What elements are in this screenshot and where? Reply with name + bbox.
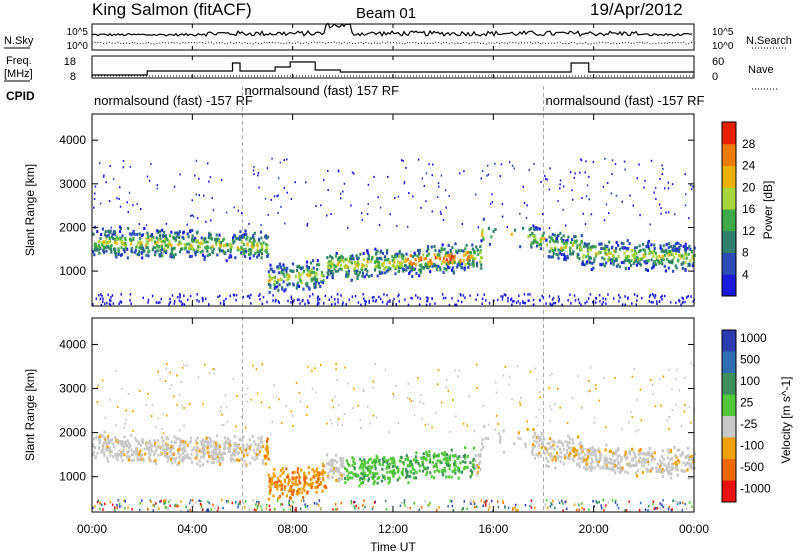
nave-bottom: 0: [712, 71, 718, 83]
y-tick-label: 1000: [59, 264, 86, 278]
colorbar-tick-label: 1000: [740, 331, 767, 345]
freq-top: 18: [64, 56, 76, 68]
station-title: King Salmon (fitACF): [92, 0, 252, 19]
noise-left-top: 10^5: [67, 27, 89, 38]
colorbar-swatch: [722, 480, 736, 503]
colorbar-swatch: [722, 252, 736, 275]
colorbar-tick-label: 4: [742, 267, 749, 281]
velocity-panel: 1000 2000 3000 4000 Slant Range [km] 1000 50…: [23, 317, 793, 513]
noise-right-top: 10^5: [712, 27, 734, 38]
colorbar-tick-label: 100: [740, 374, 760, 388]
time-tick-label: 12:00: [378, 522, 408, 536]
colorbar-swatch: [722, 230, 736, 253]
colorbar-swatch: [722, 373, 736, 395]
power-panel: 1000 2000 3000 4000 Slant Range [km] 4 8 12 16…: [23, 113, 775, 307]
velocity-ylabel: Slant Range [km]: [23, 369, 37, 461]
colorbar-swatch: [722, 330, 736, 352]
power-ylabel: Slant Range [km]: [23, 164, 37, 256]
nsearch-label: N.Search: [746, 35, 792, 47]
time-axis: 00:00 04:00 08:00 12:00 16:00 20:00 00:00: [77, 24, 709, 536]
freq-unit-label: [MHz]: [4, 68, 33, 80]
cpid-segment-label: normalsound (fast) -157 RF: [546, 93, 705, 108]
power-data: [92, 157, 696, 307]
colorbar-swatch: [722, 122, 736, 145]
colorbar-tick-label: 25: [740, 396, 754, 410]
power-colorbar-label: Power [dB]: [761, 181, 775, 240]
nave-top: 60: [712, 56, 724, 68]
cpid-segment-label: normalsound (fast) -157 RF: [94, 93, 253, 108]
beam-title: Beam 01: [356, 5, 416, 22]
time-tick-label: 08:00: [278, 522, 308, 536]
colorbar-swatch: [722, 187, 736, 210]
colorbar-swatch: [722, 143, 736, 166]
time-tick-label: 00:00: [77, 522, 107, 536]
cpid-segment-label: normalsound (fast) 157 RF: [245, 83, 400, 98]
noise-search-line: [91, 41, 693, 45]
time-axis-label: Time UT: [370, 540, 416, 554]
colorbar-tick-label: 12: [742, 224, 756, 238]
noise-left-bottom: 10^0: [67, 41, 89, 52]
noise-right-bottom: 10^0: [712, 41, 734, 52]
cpid-strip: CPID normalsound (fast) -157 RFnormalsou…: [6, 83, 705, 512]
colorbar-tick-label: -25: [740, 417, 758, 431]
freq-bottom: 8: [70, 71, 76, 83]
colorbar-swatch: [722, 209, 736, 232]
y-tick-label: 3000: [59, 382, 86, 396]
nave-label: Nave: [748, 64, 774, 76]
colorbar-tick-label: -1000: [740, 482, 771, 496]
y-tick-label: 2000: [59, 426, 86, 440]
frequency-line: [92, 61, 694, 76]
time-tick-label: 20:00: [579, 522, 609, 536]
y-tick-label: 2000: [59, 220, 86, 234]
y-tick-label: 4000: [59, 133, 86, 147]
colorbar-tick-label: 500: [740, 353, 760, 367]
colorbar-swatch: [722, 274, 736, 297]
colorbar-tick-label: 16: [742, 202, 756, 216]
y-tick-label: 4000: [59, 337, 86, 351]
colorbar-tick-label: 20: [742, 180, 756, 194]
colorbar-tick-label: -100: [740, 439, 764, 453]
colorbar-tick-label: 8: [742, 246, 749, 260]
y-tick-label: 1000: [59, 470, 86, 484]
colorbar-tick-label: -500: [740, 460, 764, 474]
colorbar-swatch: [722, 416, 736, 438]
noise-sky-line: [92, 22, 693, 38]
colorbar-swatch: [722, 437, 736, 460]
colorbar-swatch: [722, 165, 736, 188]
colorbar-swatch: [722, 394, 736, 417]
time-tick-label: 16:00: [478, 522, 508, 536]
time-tick-label: 00:00: [679, 522, 709, 536]
colorbar-swatch: [722, 459, 736, 481]
velocity-data: [92, 362, 696, 513]
freq-label: Freq.: [6, 55, 32, 67]
velocity-colorbar-label: Velocity [m s^-1]: [779, 377, 793, 464]
colorbar-tick-label: 28: [742, 137, 756, 151]
y-tick-label: 3000: [59, 177, 86, 191]
date-title: 19/Apr/2012: [590, 0, 683, 19]
cpid-label: CPID: [6, 89, 35, 103]
colorbar-swatch: [722, 351, 736, 374]
noise-panel: N.Sky 10^5 10^0 10^5 10^0 N.Search: [4, 22, 792, 52]
nsky-label: N.Sky: [4, 35, 34, 47]
time-tick-label: 04:00: [177, 522, 207, 536]
colorbar-tick-label: 24: [742, 159, 756, 173]
